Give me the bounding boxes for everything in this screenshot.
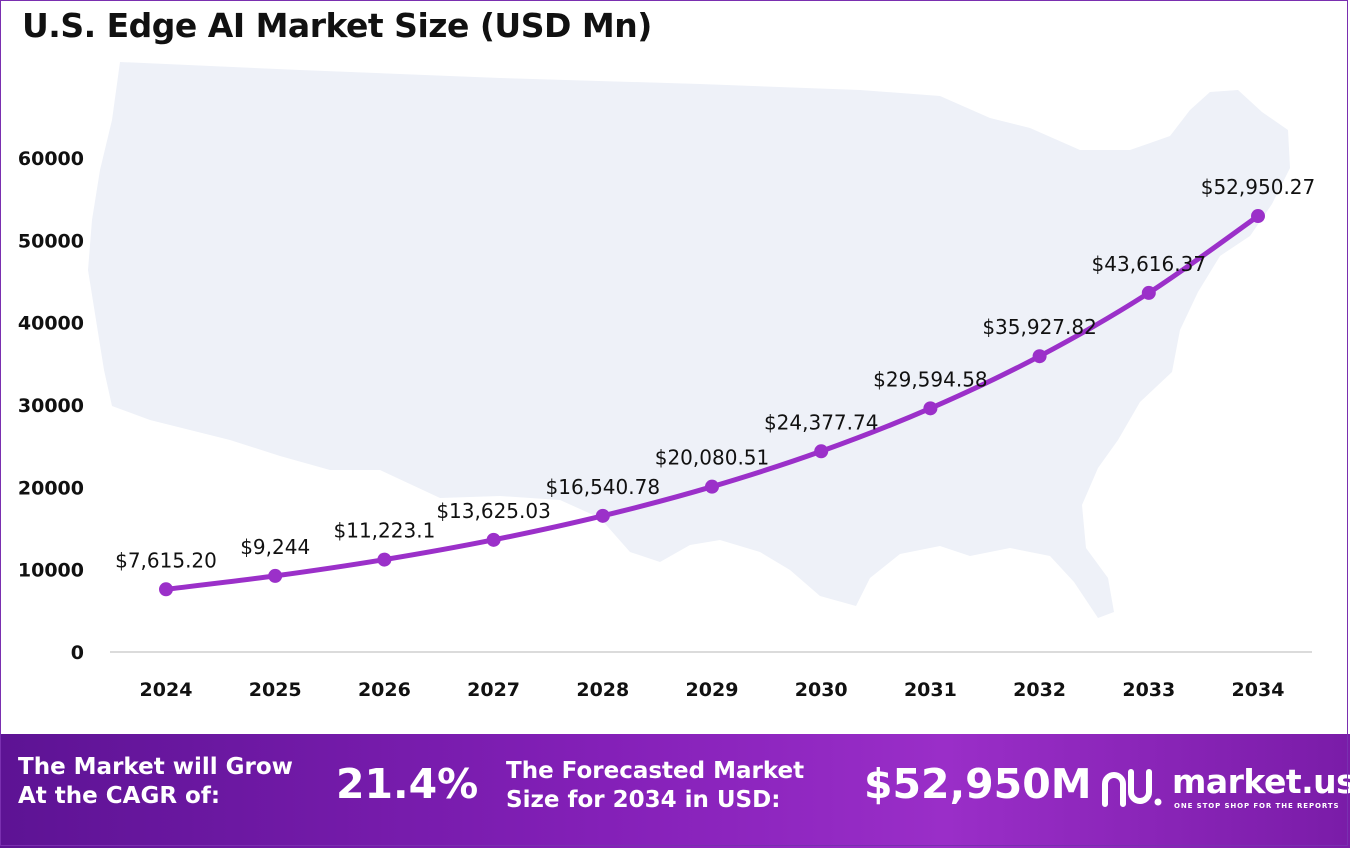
- cagr-label: The Market will Grow At the CAGR of:: [18, 754, 293, 809]
- data-point: [159, 582, 173, 597]
- x-tick-label: 2028: [576, 679, 629, 701]
- x-tick-label: 2033: [1122, 679, 1175, 701]
- forecast-value: $52,950M: [864, 760, 1092, 808]
- data-label: $29,594.58: [873, 367, 988, 391]
- data-point: [1251, 209, 1265, 224]
- footer-banner: The Market will Grow At the CAGR of: 21.…: [0, 734, 1350, 848]
- data-label: $43,616.37: [1092, 252, 1207, 276]
- x-tick-label: 2031: [904, 679, 957, 701]
- brand-name: market.us: [1172, 762, 1350, 801]
- cagr-value: 21.4%: [336, 760, 479, 808]
- y-tick-label: 10000: [18, 560, 84, 582]
- forecast-label: The Forecasted Market Size for 2034 in U…: [506, 758, 805, 813]
- market-us-logo-icon: [1102, 769, 1162, 807]
- brand-tagline: ONE STOP SHOP FOR THE REPORTS: [1174, 802, 1340, 810]
- x-tick-label: 2027: [467, 679, 520, 701]
- x-tick-label: 2030: [795, 679, 848, 701]
- data-label: $9,244: [240, 535, 310, 559]
- us-map-silhouette: [88, 62, 1290, 618]
- y-tick-label: 0: [71, 642, 84, 664]
- x-tick-label: 2026: [358, 679, 411, 701]
- data-point: [1141, 285, 1156, 300]
- line-chart: 0 10000 20000 30000 40000 50000 60000 2024 2025…: [18, 62, 1316, 701]
- data-point: [377, 552, 392, 567]
- data-label: $35,927.82: [982, 315, 1097, 339]
- data-point: [268, 568, 283, 583]
- data-label: $52,950.27: [1201, 175, 1316, 199]
- chart-title: U.S. Edge AI Market Size (USD Mn): [22, 6, 652, 45]
- y-tick-label: 20000: [18, 477, 84, 499]
- data-point: [1032, 349, 1047, 364]
- data-point: [923, 401, 938, 416]
- data-label: $24,377.74: [764, 410, 879, 434]
- data-label: $7,615.20: [115, 548, 217, 572]
- x-tick-label: 2032: [1013, 679, 1066, 701]
- data-label: $20,080.51: [655, 446, 770, 470]
- x-tick-label: 2029: [686, 679, 739, 701]
- data-label: $16,540.78: [546, 475, 661, 499]
- data-label: $11,223.1: [334, 519, 436, 543]
- x-tick-label: 2024: [140, 679, 193, 701]
- data-point: [486, 532, 501, 547]
- x-tick-label: 2034: [1232, 679, 1285, 701]
- data-point: [814, 444, 829, 459]
- data-label: $13,625.03: [436, 499, 551, 523]
- y-tick-label: 60000: [18, 148, 84, 170]
- y-tick-label: 40000: [18, 313, 84, 335]
- y-tick-label: 50000: [18, 230, 84, 252]
- x-tick-label: 2025: [249, 679, 302, 701]
- data-point: [705, 479, 719, 494]
- data-point: [595, 508, 610, 523]
- y-tick-label: 30000: [18, 395, 84, 417]
